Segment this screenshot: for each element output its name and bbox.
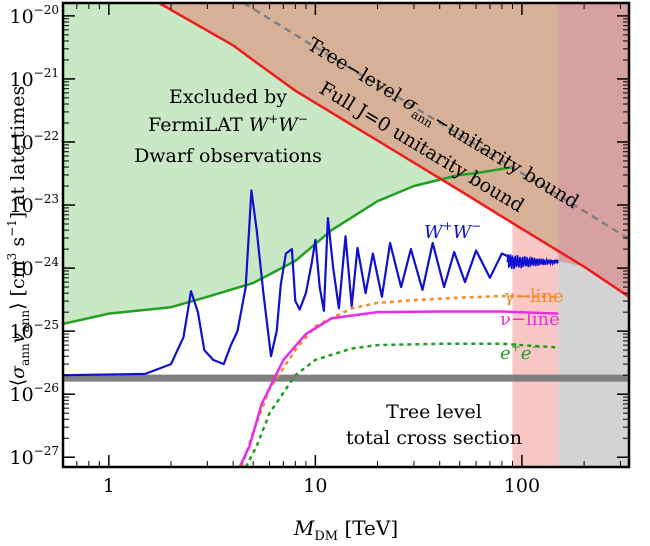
nu-line-curve <box>238 310 559 467</box>
fermi-annotation-line-3: Dwarf observations <box>134 145 322 167</box>
x-tick-label: 10 <box>303 475 327 497</box>
nu-line-label: ν−line <box>500 309 560 330</box>
y-tick-label: 10−23 <box>9 192 59 217</box>
full-j0-unitarity-curve <box>158 3 629 298</box>
ww-curve-tail <box>506 253 560 270</box>
ww-label: W+W− <box>424 219 481 243</box>
axes: 10−20 10−21 10−22 10−23 10−24 10−25 10−26 10−27… <box>9 1 631 497</box>
rose-band <box>558 3 629 297</box>
gamma-line-label: γ−line <box>504 286 564 307</box>
x-tick-label: 100 <box>504 475 540 497</box>
plot-frame <box>61 1 631 469</box>
ww-curve <box>63 189 559 377</box>
tree-total-label-1: Tree level <box>386 401 482 423</box>
x-axis-label: MDM [TeV] <box>293 516 398 544</box>
y-tick-label: 10−24 <box>9 255 59 280</box>
gamma-line-curve <box>240 294 559 467</box>
y-axis-label: ⟨σannvann⟩ [cm3 s−1] at late times <box>5 86 32 387</box>
fermi-annotation-line-2: FermiLAT W+W− <box>148 112 308 136</box>
ee-curve <box>244 342 559 467</box>
tree-total-label-2: total cross section <box>346 427 522 449</box>
plot-area <box>63 3 629 467</box>
x-tick-label: 1 <box>103 475 115 497</box>
y-tick-label: 10−25 <box>9 318 59 343</box>
y-tick-label: 10−21 <box>9 66 59 91</box>
y-tick-label: 10−22 <box>9 129 59 154</box>
fermi-annotation: Excluded by FermiLAT W+W− Dwarf observat… <box>134 86 322 167</box>
y-tick-label: 10−20 <box>9 3 59 28</box>
y-tick-label: 10−27 <box>9 444 59 469</box>
y-tick-label: 10−26 <box>9 381 59 406</box>
fermi-annotation-line-1: Excluded by <box>169 86 287 108</box>
